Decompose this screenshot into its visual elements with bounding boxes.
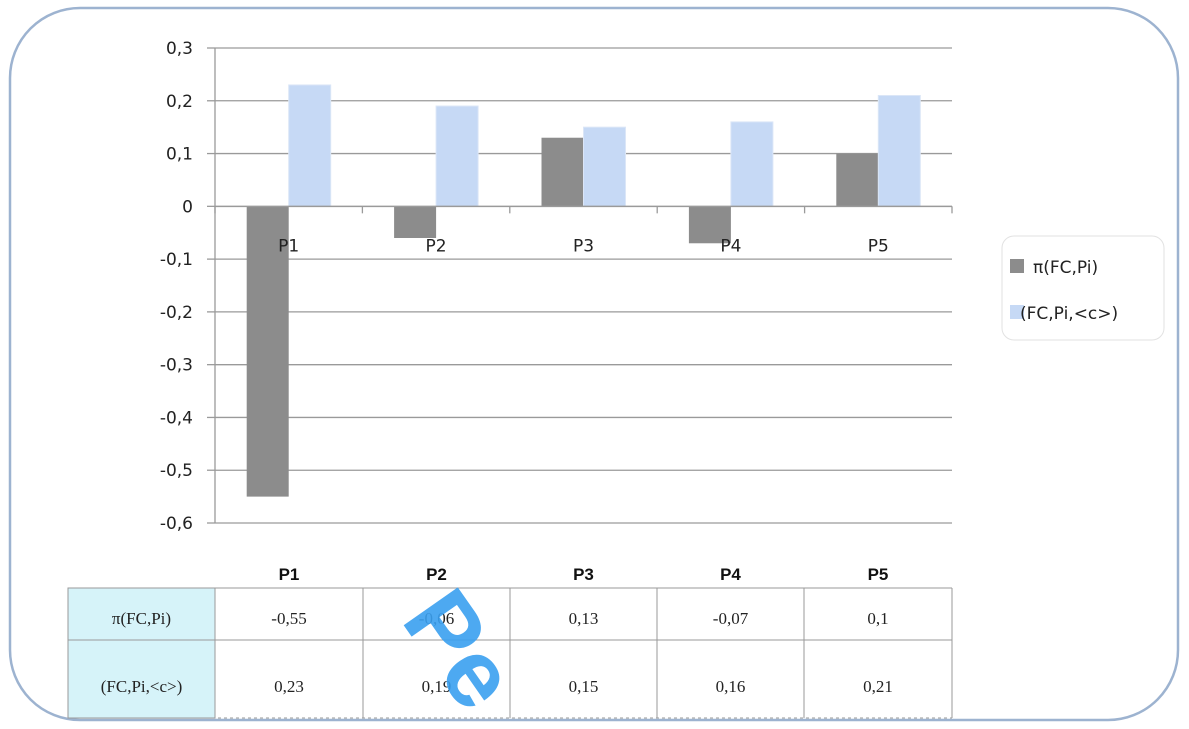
x-category-label: P3 xyxy=(573,236,594,256)
table-header-cell: P3 xyxy=(573,565,594,584)
bar-pi-p1 xyxy=(246,206,289,497)
table-cell: 0,1 xyxy=(867,609,888,628)
x-category-label: P2 xyxy=(426,236,447,256)
legend-label-series-2: (FC,Pi,<c>) xyxy=(1020,304,1118,324)
table-header-cell: P4 xyxy=(720,565,741,584)
table-cell: 0,21 xyxy=(863,677,893,696)
table-row-label-bg xyxy=(67,639,216,719)
table-header-cell: P5 xyxy=(868,565,889,584)
bar-fc-pi-c-p1 xyxy=(288,84,332,207)
legend-box xyxy=(1001,235,1165,341)
y-tick-label: -0,4 xyxy=(160,408,193,428)
bar-pi-p4 xyxy=(688,206,731,244)
table-cell: 0,23 xyxy=(274,677,304,696)
x-axis: P1 P2 P3 P4 P5 xyxy=(214,205,953,256)
y-tick-label: -0,3 xyxy=(160,356,193,376)
bar-pi-p5 xyxy=(836,153,879,207)
table-cell: 0,16 xyxy=(716,677,746,696)
legend-swatch-series-1 xyxy=(1010,259,1024,273)
y-tick-label: 0 xyxy=(182,197,193,217)
table-cell: 0,13 xyxy=(569,609,599,628)
bar-fc-pi-c-p3 xyxy=(583,126,626,207)
bars xyxy=(246,84,921,497)
y-tick-label: 0,2 xyxy=(166,92,193,112)
legend-swatch-series-2 xyxy=(1010,305,1024,319)
bar-pi-p2 xyxy=(394,206,437,238)
bar-pi-p3 xyxy=(541,137,584,207)
legend-label-series-1: π(FC,Pi) xyxy=(1033,258,1098,278)
x-category-label: P1 xyxy=(278,236,299,256)
legend: π(FC,Pi) (FC,Pi,<c>) xyxy=(1001,235,1165,341)
x-category-label: P4 xyxy=(720,236,741,256)
bar-fc-pi-c-p4 xyxy=(730,121,774,207)
bar-fc-pi-c-p2 xyxy=(435,105,479,207)
y-tick-label: -0,1 xyxy=(160,250,193,270)
bar-fc-pi-c-p5 xyxy=(877,95,921,207)
table-cell: 0,15 xyxy=(569,677,599,696)
table-row-label: (FC,Pi,<c>) xyxy=(101,677,183,696)
y-tick-label: -0,2 xyxy=(160,303,193,323)
gridlines xyxy=(207,47,952,524)
y-tick-label: 0,3 xyxy=(166,39,193,59)
data-table: P1 P2 P3 P4 P5 π(FC,Pi) -0,55 -0,06 0,13 -0,07 0,1… xyxy=(67,565,953,719)
y-axis-ticks: 0,3 0,2 0,1 0 -0,1 -0,2 -0,3 -0,4 -0,5 -0,6 xyxy=(160,39,193,534)
y-tick-label: -0,5 xyxy=(160,461,193,481)
table-header-cell: P2 xyxy=(426,565,447,584)
table-cell: -0,06 xyxy=(419,609,454,628)
y-tick-label: 0,1 xyxy=(166,145,193,165)
table-row-label: π(FC,Pi) xyxy=(112,609,171,628)
y-tick-label: -0,6 xyxy=(160,514,193,534)
table-header-cell: P1 xyxy=(279,565,300,584)
table-cell: 0,19 xyxy=(422,677,452,696)
x-category-label: P5 xyxy=(868,236,889,256)
table-cell: -0,07 xyxy=(713,609,749,628)
table-cell: -0,55 xyxy=(271,609,306,628)
